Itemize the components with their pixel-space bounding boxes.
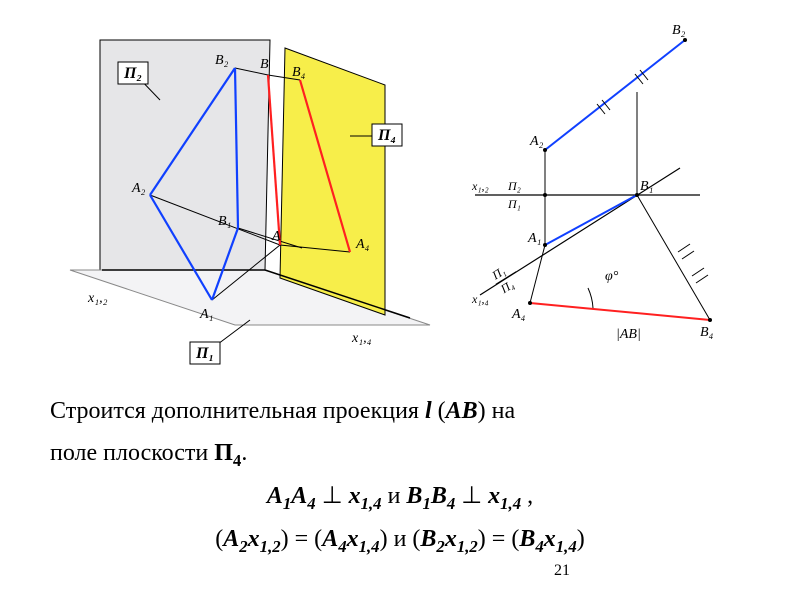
f2-b4: B: [519, 526, 535, 552]
r-label-a4: A₄: [511, 307, 526, 322]
f1-xs2: 1,4: [500, 494, 521, 513]
f2-bs4: 4: [535, 537, 543, 556]
f1-and: и: [382, 483, 407, 509]
f2-c2: ) и (: [380, 526, 421, 552]
label-x14: x₁,₄: [351, 331, 372, 346]
paragraph-line1: Строится дополнительная проекция l (AB) …: [50, 395, 750, 429]
ticks-lower: [678, 244, 708, 283]
f2-x14: x: [347, 526, 359, 552]
r-a4-b4: [530, 303, 710, 320]
diagrams-svg: П₂ П₄ П₁ B₂ B B₄ A₂ B₁ A A₄ A₁ x₁,₂ x₁,₄: [60, 20, 740, 380]
right-epure-diagram: B₂ A₂ B₁ A₁ A₄ B₄ φ° |AB| x₁,₂ x₁,₄ П₂ П…: [471, 23, 714, 342]
f1-x2: x: [488, 483, 500, 509]
label-x12: x₁,₂: [87, 291, 108, 306]
t2-end: .: [241, 440, 247, 466]
f1-x: x: [349, 483, 361, 509]
f2-s4: 4: [338, 537, 346, 556]
label-p2: П₂: [123, 65, 142, 82]
ticks-upper: [597, 70, 648, 114]
f1-perp2: ⊥: [455, 483, 488, 509]
angle-arc: [588, 288, 593, 308]
formula-2: (A2x1,2) = (A4x1,4) и (B2x1,2) = (B4x1,4…: [50, 523, 750, 558]
r-b1-b4: [637, 195, 710, 320]
label-a1: A₁: [199, 307, 213, 322]
t1c: (: [438, 398, 446, 424]
t1-ab: AB: [446, 398, 478, 424]
f1-a: A: [267, 483, 283, 509]
t2a: поле плоскости: [50, 440, 214, 466]
label-b: B: [260, 57, 269, 72]
f1-bs1: 1: [422, 494, 430, 513]
f2-a4: A: [322, 526, 338, 552]
r-label-b2: B₂: [672, 23, 686, 38]
label-p4: П₄: [377, 127, 396, 144]
page-number: 21: [554, 562, 570, 580]
r-label-b1: B₁: [640, 179, 653, 194]
label-a4: A₄: [355, 237, 370, 252]
r-b2-a2: [545, 40, 685, 150]
line-b-a: [268, 75, 280, 245]
label-a2: A₂: [131, 181, 146, 196]
f2-bs2: 2: [436, 537, 444, 556]
f1-b4: B: [431, 483, 447, 509]
t1a: Строится дополнительная проекция: [50, 398, 425, 424]
f1-perp: ⊥: [316, 483, 349, 509]
r-label-ab: |AB|: [616, 327, 641, 342]
label-b1: B₁: [218, 214, 231, 229]
f2-xbs14: 1,4: [556, 537, 577, 556]
plane-p4: [280, 48, 385, 315]
svg-text:П₂: П₂: [507, 179, 521, 193]
f2-c1: ) = (: [281, 526, 323, 552]
f1-comma: ,: [521, 483, 533, 509]
r-p1p4: П₁ П₄: [488, 259, 524, 297]
f1-a2: A: [291, 483, 307, 509]
r-label-x12: x₁,₂: [471, 179, 489, 193]
f2-b2: B: [420, 526, 436, 552]
r-label-a2: A₂: [529, 134, 544, 149]
formula-1: A1A4 ⊥ x1,4 и B1B4 ⊥ x1,4 ,: [50, 480, 750, 515]
t2-p4: П: [214, 440, 233, 466]
f2-xb14: x: [544, 526, 556, 552]
paragraph-line2: поле плоскости П4.: [50, 437, 750, 472]
t1e: ) на: [478, 398, 516, 424]
r-label-phi: φ°: [605, 269, 619, 284]
f2-xbs12: 1,2: [457, 537, 478, 556]
f2-xb: x: [445, 526, 457, 552]
r-label-x14: x₁,₄: [471, 292, 489, 306]
f1-b1: B: [406, 483, 422, 509]
label-p1: П₁: [195, 345, 214, 362]
label-b2: B₂: [215, 53, 229, 68]
f2-x: x: [248, 526, 260, 552]
f2-s2: 2: [239, 537, 247, 556]
label-a: A: [271, 229, 281, 244]
f2-c3: ) = (: [478, 526, 520, 552]
f2-a2: A: [223, 526, 239, 552]
f2-xs14: 1,4: [359, 537, 380, 556]
t1-l: l: [425, 398, 438, 424]
r-p2p1: П₂ П₁: [506, 179, 530, 211]
svg-text:П₁: П₁: [507, 197, 521, 211]
r-a1-a4: [530, 245, 545, 303]
r-label-a1: A₁: [527, 231, 541, 246]
f1-xs: 1,4: [361, 494, 382, 513]
f1-s4: 4: [307, 494, 315, 513]
f2-xs12: 1,2: [260, 537, 281, 556]
figure-area: П₂ П₄ П₁ B₂ B B₄ A₂ B₁ A A₄ A₁ x₁,₂ x₁,₄: [60, 20, 740, 380]
r-label-b4: B₄: [700, 325, 714, 340]
left-3d-diagram: П₂ П₄ П₁ B₂ B B₄ A₂ B₁ A A₄ A₁ x₁,₂ x₁,₄: [70, 40, 430, 364]
r-b1-a1: [545, 195, 637, 245]
f1-bs4: 4: [447, 494, 455, 513]
text-area: Строится дополнительная проекция l (AB) …: [50, 395, 750, 567]
r-dots: [528, 38, 712, 322]
f2-end: ): [577, 526, 585, 552]
label-b4: B₄: [292, 65, 306, 80]
